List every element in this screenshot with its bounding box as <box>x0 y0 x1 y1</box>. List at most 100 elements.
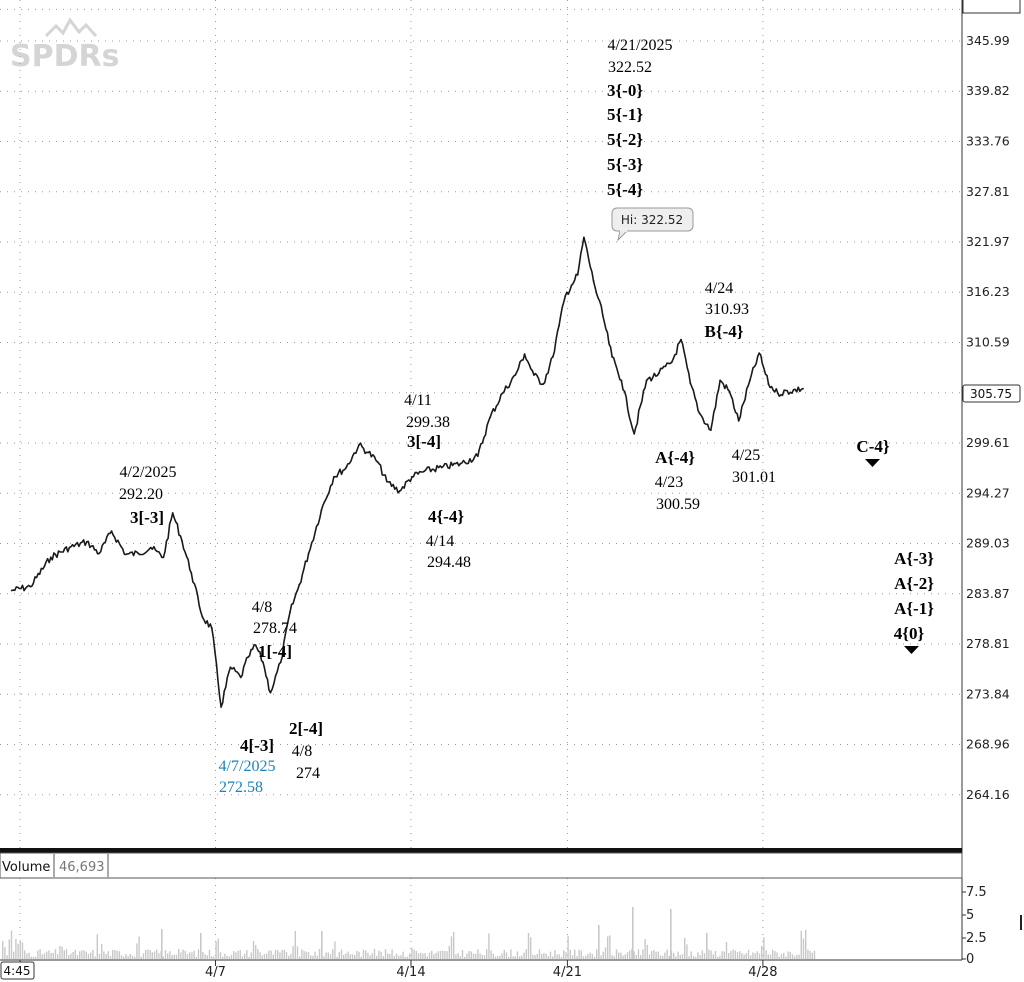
price-point <box>611 355 614 358</box>
annotation-price: 300.59 <box>656 496 700 513</box>
volume-bar <box>413 949 415 959</box>
volume-bar <box>772 949 774 959</box>
volume-bar <box>246 950 248 959</box>
volume-bar <box>393 955 395 959</box>
volume-bar <box>618 952 620 959</box>
volume-bar <box>783 952 785 959</box>
price-point <box>229 666 232 669</box>
volume-bar <box>481 955 483 959</box>
wave-label: 4{-4} <box>428 507 464 526</box>
volume-bar <box>255 944 257 959</box>
price-point <box>254 644 257 647</box>
volume-bar <box>263 954 266 959</box>
volume-bar <box>184 950 186 959</box>
volume-bar <box>543 953 545 959</box>
volume-bar <box>2 941 4 959</box>
volume-bar <box>602 951 604 959</box>
volume-bar <box>521 955 523 959</box>
volume-bar <box>175 954 178 959</box>
volume-bar <box>769 954 772 959</box>
price-point <box>645 379 648 382</box>
volume-bar <box>279 952 281 959</box>
price-point <box>719 379 722 382</box>
price-point <box>385 480 388 483</box>
volume-bar <box>336 956 338 959</box>
volume-bar <box>312 955 314 959</box>
annotation-apr11: 4/11 299.38 3[-4] <box>404 392 450 451</box>
volume-bar <box>615 949 618 959</box>
volume-tick-label: 2.5 <box>966 931 987 946</box>
annotation-date: 4/21/2025 <box>608 37 673 54</box>
volume-bar <box>391 949 393 959</box>
volume-bar <box>292 946 294 959</box>
volume-bar <box>241 956 244 959</box>
volume-bar <box>109 956 112 959</box>
volume-bar <box>63 950 65 959</box>
hi-bubble-text: Hi: 322.52 <box>621 213 683 227</box>
volume-bar <box>611 955 613 959</box>
price-point <box>239 676 242 679</box>
volume-bar <box>635 955 637 959</box>
annotation-date: 4/8 <box>292 743 312 760</box>
volume-bar <box>785 956 787 959</box>
volume-bar <box>670 909 672 959</box>
volume-bar <box>400 955 402 959</box>
volume-bar <box>589 952 591 959</box>
volume-bar <box>294 930 296 959</box>
volume-bar <box>59 946 61 959</box>
price-point <box>576 273 579 276</box>
y-tick-label: 327.81 <box>966 184 1010 199</box>
volume-bar <box>455 954 457 959</box>
x-tick-label: 4/21 <box>553 965 582 980</box>
price-point <box>68 546 71 549</box>
volume-bar <box>585 955 587 959</box>
volume-bar <box>560 956 563 959</box>
volume-bar <box>668 955 670 959</box>
volume-bar <box>4 947 6 959</box>
volume-bar <box>653 950 655 959</box>
volume-bar <box>697 952 699 959</box>
volume-bar <box>83 950 85 959</box>
volume-bar <box>723 951 725 959</box>
volume-bar <box>431 950 433 959</box>
volume-bar <box>596 949 598 959</box>
annotation-date: 4/23 <box>655 474 683 491</box>
volume-bar <box>404 956 406 959</box>
current-price-value: 305.75 <box>970 387 1012 401</box>
volume-bar <box>57 954 59 959</box>
volume-bar <box>503 949 505 959</box>
volume-bar <box>411 947 413 959</box>
volume-bar <box>270 950 272 959</box>
volume-bar <box>798 954 800 959</box>
volume-bar <box>569 949 571 959</box>
volume-bar <box>532 954 534 959</box>
volume-bar <box>189 952 191 959</box>
volume-bar <box>138 936 140 959</box>
price-point <box>98 552 101 555</box>
volume-bar <box>450 936 453 959</box>
annotation-date: 4/14 <box>426 533 454 550</box>
y-tick-label: 283.87 <box>966 586 1010 601</box>
volume-bar <box>296 946 299 959</box>
wave-label: 3[-3] <box>130 508 164 527</box>
annotation-apr23: A{-4} 4/23 300.59 <box>655 448 700 513</box>
volume-bar <box>688 956 690 959</box>
volume-bar <box>708 949 710 959</box>
volume-bar <box>472 953 475 959</box>
volume-bar <box>703 953 706 959</box>
price-point <box>680 338 682 341</box>
volume-bar <box>92 949 94 959</box>
volume-bar <box>158 953 160 959</box>
x-tick-label: 4/7 <box>205 965 226 980</box>
volume-bar <box>290 953 292 959</box>
price-point <box>367 451 370 454</box>
volume-bar <box>351 954 354 959</box>
volume-bar <box>499 955 501 959</box>
volume-bar <box>87 953 90 959</box>
price-point <box>376 460 379 463</box>
volume-bar <box>554 950 556 959</box>
volume-bar <box>120 955 123 959</box>
price-point <box>149 546 152 549</box>
volume-bar <box>747 949 750 959</box>
